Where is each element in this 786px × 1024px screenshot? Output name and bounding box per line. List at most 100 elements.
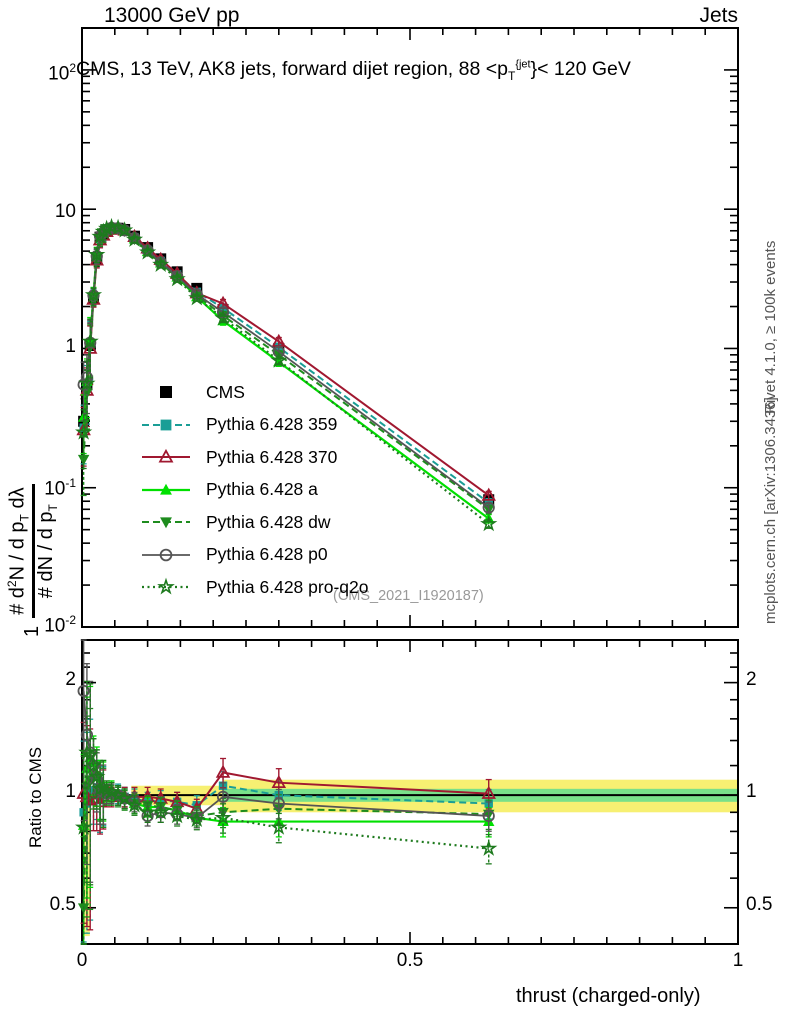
- legend-swatch: [142, 448, 190, 463]
- legend-item[interactable]: Pythia 6.428 370: [140, 446, 337, 468]
- marker-triangle-up: [481, 487, 496, 501]
- x-tick-label-1: 0.5: [396, 950, 424, 971]
- series-pythia-6-428-359: [79, 718, 493, 943]
- marker-star: [116, 789, 134, 806]
- series-pythia-6-428-a: [77, 685, 495, 945]
- marker-star: [84, 285, 103, 303]
- y-tick-label-4: 10-2: [44, 613, 76, 637]
- marker-triangle-down-filled: [160, 517, 172, 529]
- analysis-watermark: (CMS_2021_I1920187): [333, 588, 484, 604]
- series-line: [82, 226, 490, 520]
- title-suffix: }< 120 GeV: [530, 58, 631, 80]
- marker-triangle-up-filled: [160, 483, 172, 495]
- legend-item[interactable]: Pythia 6.428 p0: [140, 544, 328, 566]
- marker-star: [78, 374, 96, 391]
- marker-triangle-up: [158, 448, 174, 463]
- header-left-energy: 13000 GeV pp: [104, 4, 240, 27]
- ratio-tick-label-left-1: 1: [65, 781, 76, 803]
- marker-star: [138, 243, 157, 260]
- marker-triangle-up: [481, 785, 496, 799]
- marker-star: [75, 818, 93, 835]
- title-prefix: CMS, 13 TeV, AK8 jets, forward dijet reg…: [76, 58, 508, 80]
- legend-label: Pythia 6.428 370: [206, 446, 338, 467]
- marker-circle: [482, 501, 495, 514]
- series-pythia-6-428-370: [76, 721, 496, 931]
- legend-label: Pythia 6.428 a: [206, 479, 318, 499]
- marker-star: [75, 423, 93, 440]
- marker-star: [81, 746, 99, 763]
- legend-swatch: [142, 548, 190, 561]
- marker-star: [168, 269, 186, 287]
- marker-star: [188, 810, 206, 828]
- y-tick-label-1: 10: [54, 201, 76, 222]
- legend-item[interactable]: Pythia 6.428 a: [140, 479, 318, 501]
- marker-star: [270, 351, 288, 368]
- marker-star: [109, 218, 127, 236]
- main-panel-frame: [81, 27, 739, 628]
- ratio-tick-label-left-2: 0.5: [49, 893, 76, 915]
- marker-star: [88, 767, 106, 785]
- ratio-tick-label-right-1: 1: [746, 781, 757, 803]
- legend-item[interactable]: Pythia 6.428 dw: [140, 511, 331, 533]
- marker-star: [168, 806, 186, 824]
- marker-square: [160, 386, 172, 398]
- series-pythia-6-428-pro-q2o: [75, 217, 498, 532]
- marker-star: [88, 245, 106, 263]
- legend-swatch: [142, 419, 190, 430]
- marker-star: [480, 839, 498, 856]
- x-axis-label: thrust (charged-only): [516, 985, 701, 1007]
- ratio-tick-label-right-0: 2: [746, 668, 757, 690]
- series-pythia-6-428-pro-q2o: [75, 680, 498, 945]
- marker-star: [270, 818, 288, 835]
- x-tick-label-0: 0: [76, 950, 88, 971]
- plot-title: CMS, 13 TeV, AK8 jets, forward dijet reg…: [76, 58, 631, 83]
- marker-star: [188, 289, 206, 306]
- marker-star: [109, 786, 127, 803]
- marker-star: [125, 796, 144, 813]
- marker-star: [152, 803, 170, 820]
- marker-triangle-up: [271, 774, 287, 789]
- legend-label: Pythia 6.428 p0: [206, 544, 328, 564]
- marker-star: [138, 803, 157, 820]
- y-tick-label-0: 102: [48, 61, 76, 85]
- legend-swatch: [142, 577, 190, 595]
- series-pythia-6-428-p0: [77, 639, 495, 883]
- legend-swatch: [160, 386, 172, 398]
- marker-star: [214, 309, 232, 326]
- marker-square: [160, 419, 172, 430]
- ratio-tick-label-right-2: 0.5: [746, 893, 773, 915]
- marker-star: [84, 756, 103, 773]
- marker-star: [157, 577, 175, 595]
- legend-item[interactable]: Pythia 6.428 pro-q2o: [140, 576, 368, 598]
- marker-circle: [482, 809, 495, 823]
- marker-circle: [77, 684, 90, 698]
- marker-star: [125, 230, 144, 247]
- x-tick-label-2: 1: [732, 950, 744, 971]
- legend-label: CMS: [206, 381, 245, 402]
- series-pythia-6-428-dw: [77, 224, 495, 516]
- marker-circle: [159, 548, 173, 561]
- marker-circle: [80, 728, 94, 741]
- legend-label: Pythia 6.428 pro-q2o: [206, 576, 369, 597]
- header-right-category: Jets: [699, 4, 738, 27]
- ratio-tick-label-left-0: 2: [65, 668, 76, 690]
- marker-circle: [216, 790, 230, 803]
- legend-label: Pythia 6.428 dw: [206, 511, 331, 532]
- marker-star: [81, 332, 99, 349]
- marker-star: [152, 255, 170, 272]
- marker-star: [480, 514, 498, 532]
- marker-star: [116, 221, 134, 238]
- legend-label: Pythia 6.428 359: [206, 414, 338, 434]
- marker-circle: [272, 797, 285, 810]
- marker-triangle-up: [215, 764, 231, 778]
- legend-swatch: [142, 483, 190, 495]
- legend-swatch: [142, 517, 190, 529]
- marker-circle: [216, 306, 230, 319]
- series-pythia-6-428-dw: [77, 707, 495, 945]
- legend-item[interactable]: CMS: [140, 381, 245, 403]
- legend-item[interactable]: Pythia 6.428 359: [140, 414, 337, 436]
- marker-star: [214, 808, 232, 826]
- marker-star: [102, 782, 121, 800]
